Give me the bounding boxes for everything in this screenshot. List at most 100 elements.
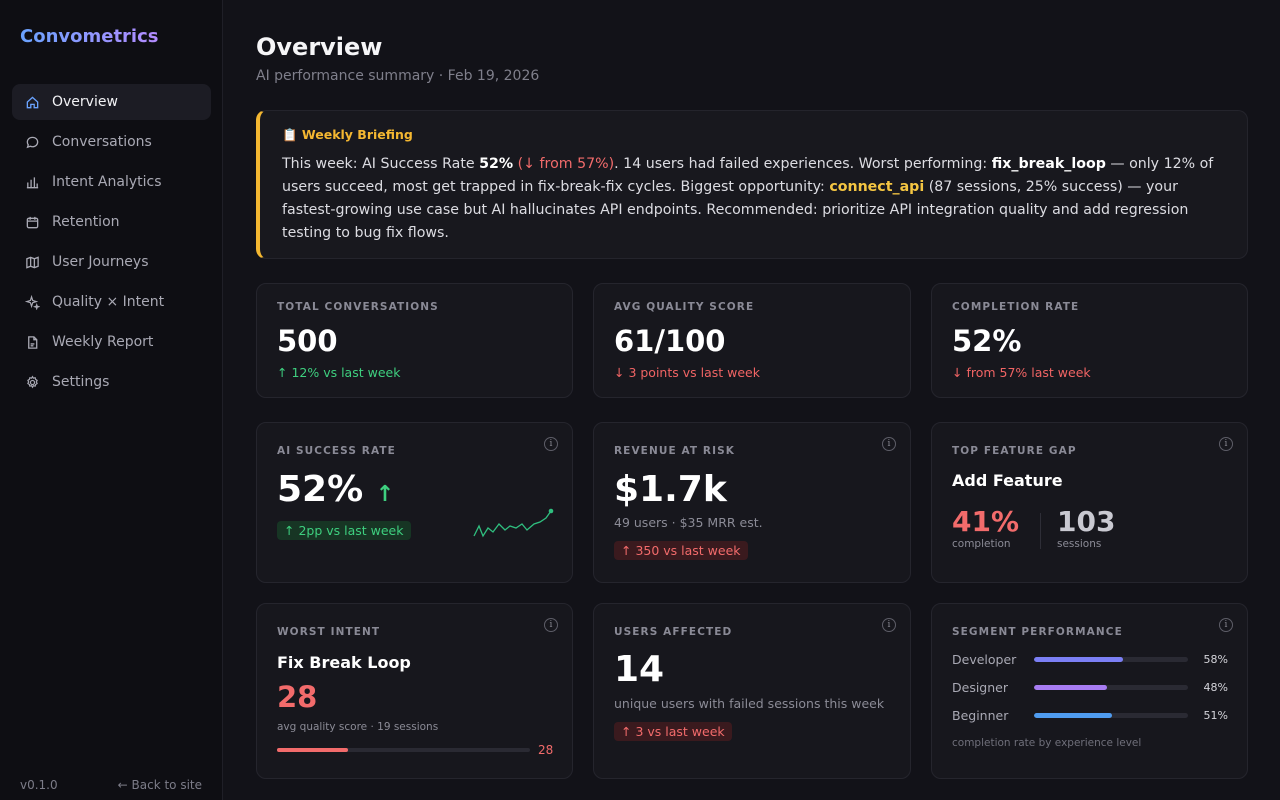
intent-name: Fix Break Loop (277, 653, 411, 672)
sidebar-item-label: Retention (52, 214, 120, 230)
briefing-title: 📋 Weekly Briefing (282, 127, 413, 142)
page-title: Overview (256, 33, 383, 61)
map-icon (24, 254, 40, 270)
briefing-change: (↓ from 57%) (513, 156, 615, 172)
segment-bar-fill (1033, 712, 1113, 718)
sidebar-item-label: User Journeys (52, 254, 149, 270)
score-bar-fill (277, 748, 348, 752)
card-label: TOTAL CONVERSATIONS (277, 301, 439, 313)
sidebar-item-label: Settings (52, 374, 110, 390)
back-to-site-link[interactable]: ← Back to site (117, 778, 202, 792)
briefing-rate: 52% (479, 156, 514, 172)
sidebar-item-intent-analytics[interactable]: Intent Analytics (12, 164, 211, 200)
sidebar-item-label: Intent Analytics (52, 174, 162, 190)
sidebar-item-overview[interactable]: Overview (12, 84, 211, 120)
total-conversations-card[interactable]: TOTAL CONVERSATIONS 500 ↑ 12% vs last we… (256, 283, 573, 398)
sidebar-item-user-journeys[interactable]: User Journeys (12, 244, 211, 280)
segment-value: 51% (1203, 708, 1228, 722)
score-bar (277, 748, 530, 752)
info-icon[interactable]: i (1219, 437, 1233, 451)
card-label: USERS AFFECTED (614, 626, 733, 638)
stat-delta: ↓ 3 points vs last week (614, 365, 760, 380)
stat-delta: ↑ 12% vs last week (277, 365, 401, 380)
score-bar-value: 28 (538, 743, 554, 757)
stat-delta-pill: ↑ 2pp vs last week (277, 521, 411, 540)
quality-score: 28 (277, 680, 318, 714)
stat-subtext: unique users with failed sessions this w… (614, 696, 885, 711)
card-label: SEGMENT PERFORMANCE (952, 626, 1123, 638)
segment-performance-card[interactable]: i SEGMENT PERFORMANCE Developer 58% Desi… (931, 603, 1248, 779)
ai-success-rate-card[interactable]: i AI SUCCESS RATE 52% ↑ ↑ 2pp vs last we… (256, 422, 573, 583)
revenue-at-risk-card[interactable]: i REVENUE AT RISK $1.7k 49 users · $35 M… (593, 422, 911, 583)
info-icon[interactable]: i (882, 618, 896, 632)
sparkle-icon (24, 294, 40, 310)
sidebar-item-label: Conversations (52, 134, 152, 150)
card-label: AVG QUALITY SCORE (614, 301, 755, 313)
completion-rate-card[interactable]: COMPLETION RATE 52% ↓ from 57% last week (931, 283, 1248, 398)
sidebar-nav: Overview Conversations Intent Analytics … (12, 84, 211, 404)
segment-bar (1033, 712, 1188, 718)
stat-value: 61/100 (614, 324, 726, 358)
completion-label: completion (952, 538, 1011, 550)
chat-bubble-icon (24, 134, 40, 150)
stat-value: 14 (614, 649, 665, 690)
stat-delta-pill: ↑ 3 vs last week (614, 722, 732, 741)
card-label: WORST INTENT (277, 626, 381, 638)
bar-chart-icon (24, 174, 40, 190)
stat-subtext: 49 users · $35 MRR est. (614, 515, 763, 530)
version-label: v0.1.0 (20, 778, 58, 792)
sidebar-item-conversations[interactable]: Conversations (12, 124, 211, 160)
sidebar-item-quality-intent[interactable]: Quality × Intent (12, 284, 211, 320)
avg-quality-card[interactable]: AVG QUALITY SCORE 61/100 ↓ 3 points vs l… (593, 283, 911, 398)
users-affected-card[interactable]: i USERS AFFECTED 14 unique users with fa… (593, 603, 911, 779)
sidebar-item-retention[interactable]: Retention (12, 204, 211, 240)
stat-value: 52% (952, 324, 1022, 358)
top-feature-gap-card[interactable]: i TOP FEATURE GAP Add Feature 41% comple… (931, 422, 1248, 583)
sessions-metric: 103 sessions (1057, 505, 1115, 550)
completion-value: 41% (952, 505, 1020, 538)
stat-delta: ↓ from 57% last week (952, 365, 1091, 380)
sidebar-item-weekly-report[interactable]: Weekly Report (12, 324, 211, 360)
gear-icon (24, 374, 40, 390)
segment-value: 48% (1203, 680, 1228, 694)
segment-bar-fill (1033, 684, 1108, 690)
segment-name: Developer (952, 651, 1017, 667)
sidebar-footer: v0.1.0 ← Back to site (20, 778, 202, 792)
page-subtitle: AI performance summary · Feb 19, 2026 (256, 68, 540, 84)
sidebar-item-label: Weekly Report (52, 334, 154, 350)
calendar-icon (24, 214, 40, 230)
info-icon[interactable]: i (882, 437, 896, 451)
card-label: COMPLETION RATE (952, 301, 1080, 313)
stat-value: 52% ↑ (277, 469, 395, 510)
sidebar: Convometrics Overview Conversations Inte… (0, 0, 223, 800)
info-icon[interactable]: i (1219, 618, 1233, 632)
card-label: AI SUCCESS RATE (277, 445, 396, 457)
sidebar-item-label: Quality × Intent (52, 294, 165, 310)
metric-divider (1040, 513, 1041, 549)
brand-logo[interactable]: Convometrics (20, 26, 159, 47)
briefing-worst-intent: fix_break_loop (991, 156, 1106, 172)
worst-intent-card[interactable]: i WORST INTENT Fix Break Loop 28 avg qua… (256, 603, 573, 779)
home-icon (24, 94, 40, 110)
trend-up-icon: ↑ (375, 482, 395, 507)
card-label: REVENUE AT RISK (614, 445, 736, 457)
stat-delta-pill: ↑ 350 vs last week (614, 541, 748, 560)
completion-metric: 41% completion (952, 505, 1019, 550)
card-label: TOP FEATURE GAP (952, 445, 1077, 457)
info-icon[interactable]: i (544, 618, 558, 632)
stat-value: 500 (277, 324, 338, 358)
sidebar-item-label: Overview (52, 94, 118, 110)
info-icon[interactable]: i (544, 437, 558, 451)
briefing-text: This week: AI Success Rate 52% (↓ from 5… (282, 156, 1214, 241)
sidebar-item-settings[interactable]: Settings (12, 364, 211, 400)
intent-subtext: avg quality score · 19 sessions (277, 721, 439, 733)
sessions-value: 103 (1057, 505, 1116, 538)
stat-value: $1.7k (614, 469, 727, 510)
briefing-opportunity: connect_api (829, 179, 925, 195)
segment-name: Designer (952, 679, 1008, 695)
sessions-label: sessions (1057, 538, 1102, 550)
sparkline (473, 508, 554, 538)
feature-name: Add Feature (952, 471, 1063, 490)
document-icon (24, 334, 40, 350)
segment-bar (1033, 656, 1188, 662)
